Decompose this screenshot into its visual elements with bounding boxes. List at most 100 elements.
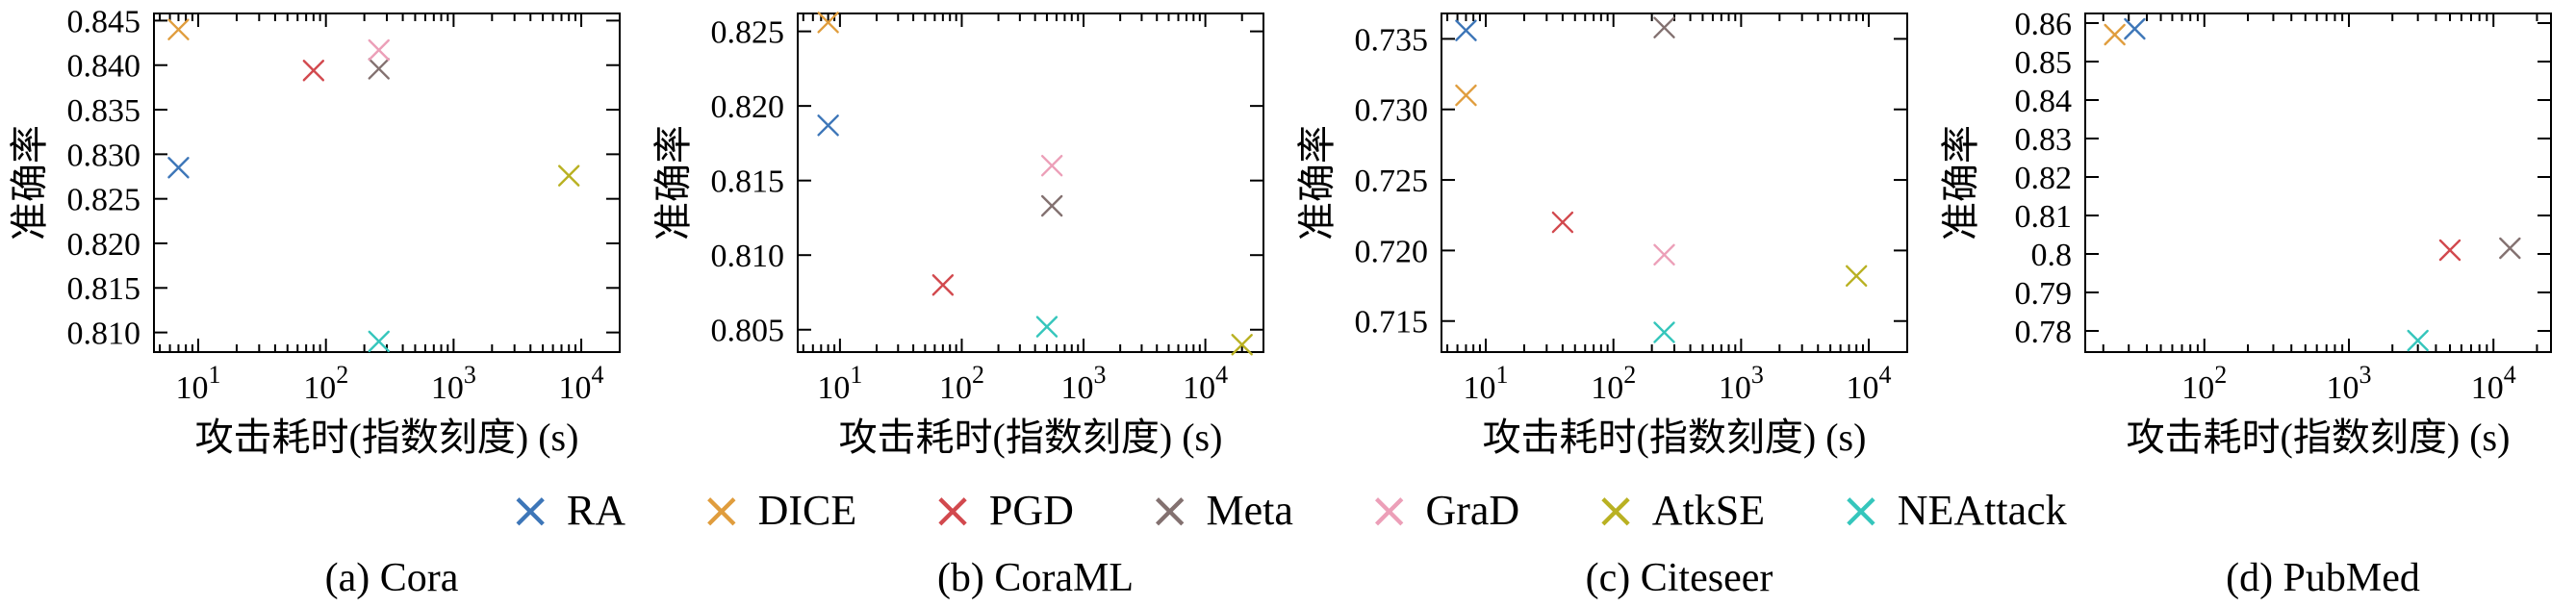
x-axis-label: 攻击耗时(指数刻度) (s): [2127, 416, 2511, 459]
y-tick-label: 0.86: [2015, 7, 2073, 42]
x-tick-label: 104: [1183, 361, 1228, 406]
data-point-PGD: [2438, 239, 2461, 262]
legend-label-neattack: NEAttack: [1897, 487, 2067, 534]
x-tick-label: 101: [1464, 361, 1509, 406]
legend-entry-grad: × GraD: [1368, 486, 1519, 536]
x-axis-label: 攻击耗时(指数刻度) (s): [1483, 416, 1867, 459]
y-tick-label: 0.820: [711, 89, 785, 125]
scatter-chart-citeseer: 0.715 0.720 0.725 0.730 0.735 101 102 103 104 攻击耗…: [1295, 13, 1908, 459]
plot-border: [797, 13, 1264, 353]
legend-entry-dice: × DICE: [701, 486, 856, 536]
y-tick-label: 0.820: [67, 227, 141, 263]
y-axis-label: 准确率: [1939, 125, 1982, 240]
data-point-NEAttack: [1653, 321, 1675, 343]
y-tick-label: 0.78: [2015, 315, 2073, 350]
chart-panel-pubmed: 0.78 0.79 0.8 0.81 0.82 0.83 0.84 0.85 0.86 102 10…: [1931, 0, 2575, 460]
y-axis-label: 准确率: [651, 125, 695, 240]
plot-border: [2084, 13, 2552, 353]
legend-label-dice: DICE: [757, 487, 857, 534]
plot-border: [1441, 13, 1908, 353]
legend-label-pgd: PGD: [988, 487, 1074, 534]
scatter-chart-cora: 0.810 0.815 0.820 0.825 0.830 0.835 0.840 0.845…: [8, 4, 621, 459]
x-marker-icon: ×: [1594, 482, 1637, 540]
data-point-RA: [167, 157, 190, 179]
y-tick-label: 0.8: [2031, 238, 2073, 273]
plot-border: [153, 13, 621, 353]
legend-entry-meta: × Meta: [1149, 486, 1293, 536]
data-point-AtkSE: [1846, 265, 1868, 287]
captions-row: (a) Cora (b) CoraML (c) Citeseer (d) Pub…: [0, 548, 2576, 607]
chart-panel-citeseer: 0.715 0.720 0.725 0.730 0.735 101 102 103 104 攻击耗…: [1288, 0, 1931, 460]
caption-cora: (a) Cora: [324, 555, 459, 600]
y-tick-label: 0.845: [67, 4, 141, 39]
scatter-chart-coraml: 0.805 0.810 0.815 0.820 0.825 101 102 103 104 攻击耗…: [651, 12, 1264, 459]
y-tick-label: 0.720: [1355, 234, 1429, 269]
data-point-NEAttack: [368, 330, 390, 353]
y-tick-label: 0.810: [67, 316, 141, 352]
y-tick-label: 0.84: [2015, 84, 2073, 119]
y-tick-label: 0.725: [1355, 164, 1429, 199]
y-tick-label: 0.840: [67, 49, 141, 85]
data-point-RA: [817, 114, 839, 137]
data-point-DICE: [167, 18, 190, 40]
caption-coraml: (b) CoraML: [936, 555, 1135, 600]
x-tick-label: 103: [1061, 361, 1107, 406]
x-tick-label: 102: [939, 361, 984, 406]
data-point-PGD: [931, 274, 955, 296]
x-tick-label: 103: [431, 361, 476, 406]
data-point-Meta: [1653, 16, 1675, 38]
x-tick-label: 103: [2326, 361, 2371, 406]
y-tick-label: 0.83: [2015, 122, 2073, 158]
y-tick-label: 0.735: [1355, 22, 1429, 58]
data-point-PGD: [302, 60, 325, 82]
data-point-RA: [1455, 19, 1477, 41]
data-point-RA: [2124, 17, 2146, 40]
y-tick-label: 0.810: [711, 239, 785, 274]
x-tick-label: 104: [2471, 361, 2516, 406]
legend-label-grad: GraD: [1425, 487, 1520, 534]
x-tick-label: 102: [303, 361, 348, 406]
x-tick-label: 102: [2181, 361, 2227, 406]
legend-entry-ra: × RA: [509, 486, 625, 536]
charts-row: 0.810 0.815 0.820 0.825 0.830 0.835 0.840 0.845…: [0, 0, 2575, 460]
x-tick-label: 101: [176, 361, 221, 406]
caption-pubmed: (d) PubMed: [2226, 555, 2420, 600]
x-marker-icon: ×: [1148, 482, 1191, 540]
data-point-PGD: [1551, 211, 1574, 234]
x-tick-label: 102: [1591, 361, 1636, 406]
y-tick-label: 0.81: [2015, 199, 2073, 235]
x-tick-label: 104: [1847, 361, 1892, 406]
x-marker-icon: ×: [701, 482, 743, 540]
y-tick-label: 0.79: [2015, 276, 2073, 312]
y-tick-label: 0.830: [67, 138, 141, 173]
x-tick-label: 101: [817, 361, 862, 406]
data-point-Meta: [1040, 194, 1063, 217]
x-marker-icon: ×: [1840, 482, 1882, 540]
chart-panel-cora: 0.810 0.815 0.820 0.825 0.830 0.835 0.840 0.845…: [0, 0, 644, 460]
data-point-AtkSE: [1231, 334, 1253, 356]
data-point-DICE: [817, 12, 839, 34]
x-tick-label: 103: [1719, 361, 1764, 406]
y-tick-label: 0.85: [2015, 45, 2073, 81]
y-tick-label: 0.715: [1355, 305, 1429, 341]
y-tick-label: 0.825: [711, 15, 785, 51]
x-marker-icon: ×: [1367, 482, 1411, 540]
x-tick-label: 104: [559, 361, 604, 406]
y-tick-label: 0.815: [711, 164, 785, 200]
legend-label-meta: Meta: [1206, 487, 1293, 534]
y-tick-label: 0.835: [67, 93, 141, 129]
data-point-DICE: [2104, 23, 2126, 46]
legend-label-ra: RA: [566, 487, 626, 534]
y-tick-label: 0.815: [67, 271, 141, 307]
legend-label-atkse: AtkSE: [1651, 487, 1766, 534]
legend-entry-pgd: × PGD: [931, 486, 1074, 536]
chart-panel-coraml: 0.805 0.810 0.815 0.820 0.825 101 102 103 104 攻击耗…: [644, 0, 1288, 460]
data-point-Meta: [368, 58, 390, 80]
data-point-NEAttack: [2407, 329, 2429, 352]
data-point-NEAttack: [1035, 316, 1058, 338]
y-tick-label: 0.82: [2015, 161, 2073, 196]
data-point-GraD: [1653, 243, 1675, 266]
y-tick-label: 0.825: [67, 183, 141, 218]
data-point-Meta: [2499, 237, 2521, 260]
